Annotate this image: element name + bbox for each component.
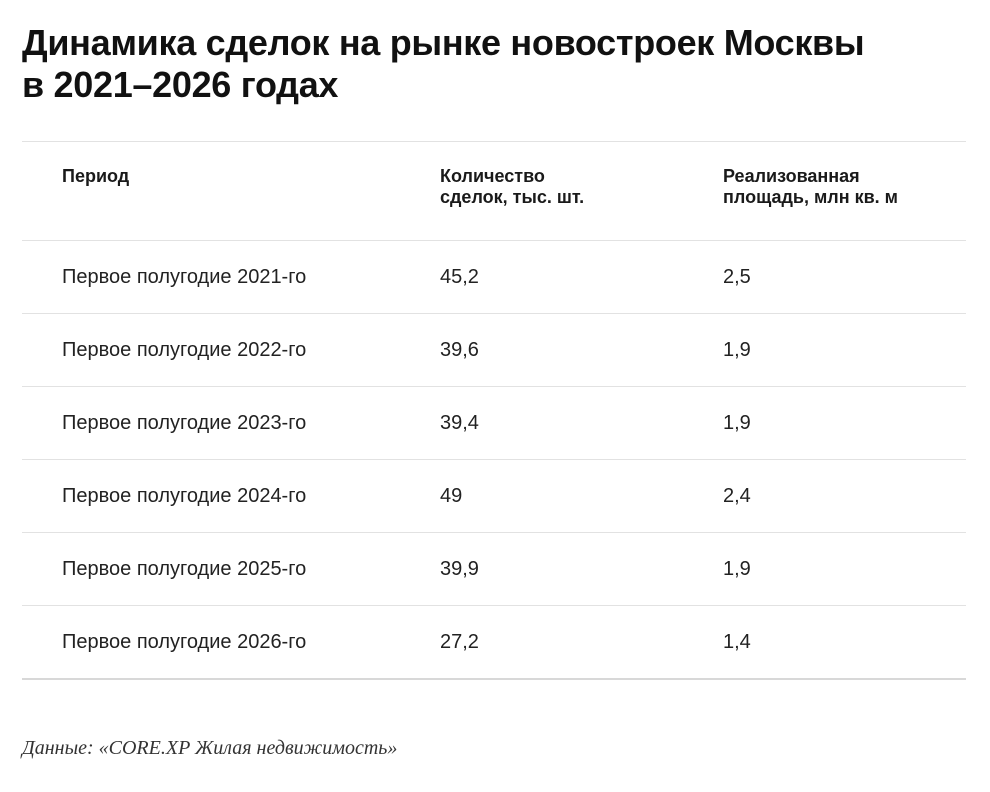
cell-area: 1,9 <box>723 558 751 580</box>
cell-period: Первое полугодие 2025-го <box>62 558 307 580</box>
title-line-2: в 2021–2026 годах <box>22 64 339 105</box>
cell-area: 2,5 <box>723 266 751 288</box>
table-row: Первое полугодие 2023-го 39,4 1,9 <box>22 387 966 460</box>
cell-deals: 27,2 <box>440 630 479 653</box>
header-area: Реализованная площадь, млн кв. м <box>723 142 966 241</box>
header-deals-line-1: Количество <box>440 166 545 186</box>
cell-area: 2,4 <box>723 485 751 507</box>
title-line-1: Динамика сделок на рынке новостроек Моск… <box>22 22 865 63</box>
cell-area: 1,4 <box>723 630 751 653</box>
table-row: Первое полугодие 2021-го 45,2 2,5 <box>22 241 966 314</box>
header-area-line-2: площадь, млн кв. м <box>723 187 898 207</box>
source-note: Данные: «CORE.XP Жилая недвижимость» <box>22 737 398 759</box>
table-row: Первое полугодие 2022-го 39,6 1,9 <box>22 314 966 387</box>
table-header-row: Период Количество сделок, тыс. шт. Реали… <box>22 142 966 241</box>
header-deals-line-2: сделок, тыс. шт. <box>440 187 585 207</box>
header-area-line-1: Реализованная <box>723 166 860 186</box>
cell-deals: 45,2 <box>440 266 479 288</box>
page-title: Динамика сделок на рынке новостроек Моск… <box>22 22 972 106</box>
header-period: Период <box>22 142 440 241</box>
cell-period: Первое полугодие 2023-го <box>62 412 307 434</box>
table-body: Первое полугодие 2021-го 45,2 2,5 Первое… <box>22 241 966 679</box>
cell-area: 1,9 <box>723 339 751 361</box>
table-header: Период Количество сделок, тыс. шт. Реали… <box>22 142 966 241</box>
deals-table: Период Количество сделок, тыс. шт. Реали… <box>22 141 966 680</box>
cell-deals: 39,4 <box>440 412 479 434</box>
cell-period: Первое полугодие 2021-го <box>62 266 307 288</box>
cell-deals: 39,9 <box>440 558 479 580</box>
cell-area: 1,9 <box>723 412 751 434</box>
header-deals: Количество сделок, тыс. шт. <box>440 142 723 241</box>
table-row: Первое полугодие 2025-го 39,9 1,9 <box>22 533 966 606</box>
table-row: Первое полугодие 2026-го 27,2 1,4 <box>22 606 966 679</box>
table-row: Первое полугодие 2024-го 49 2,4 <box>22 460 966 533</box>
cell-deals: 39,6 <box>440 339 479 361</box>
header-period-label: Период <box>62 166 130 186</box>
cell-period: Первое полугодие 2022-го <box>62 339 307 361</box>
cell-period: Первое полугодие 2024-го <box>62 485 307 507</box>
cell-deals: 49 <box>440 485 463 507</box>
cell-period: Первое полугодие 2026-го <box>62 630 307 653</box>
